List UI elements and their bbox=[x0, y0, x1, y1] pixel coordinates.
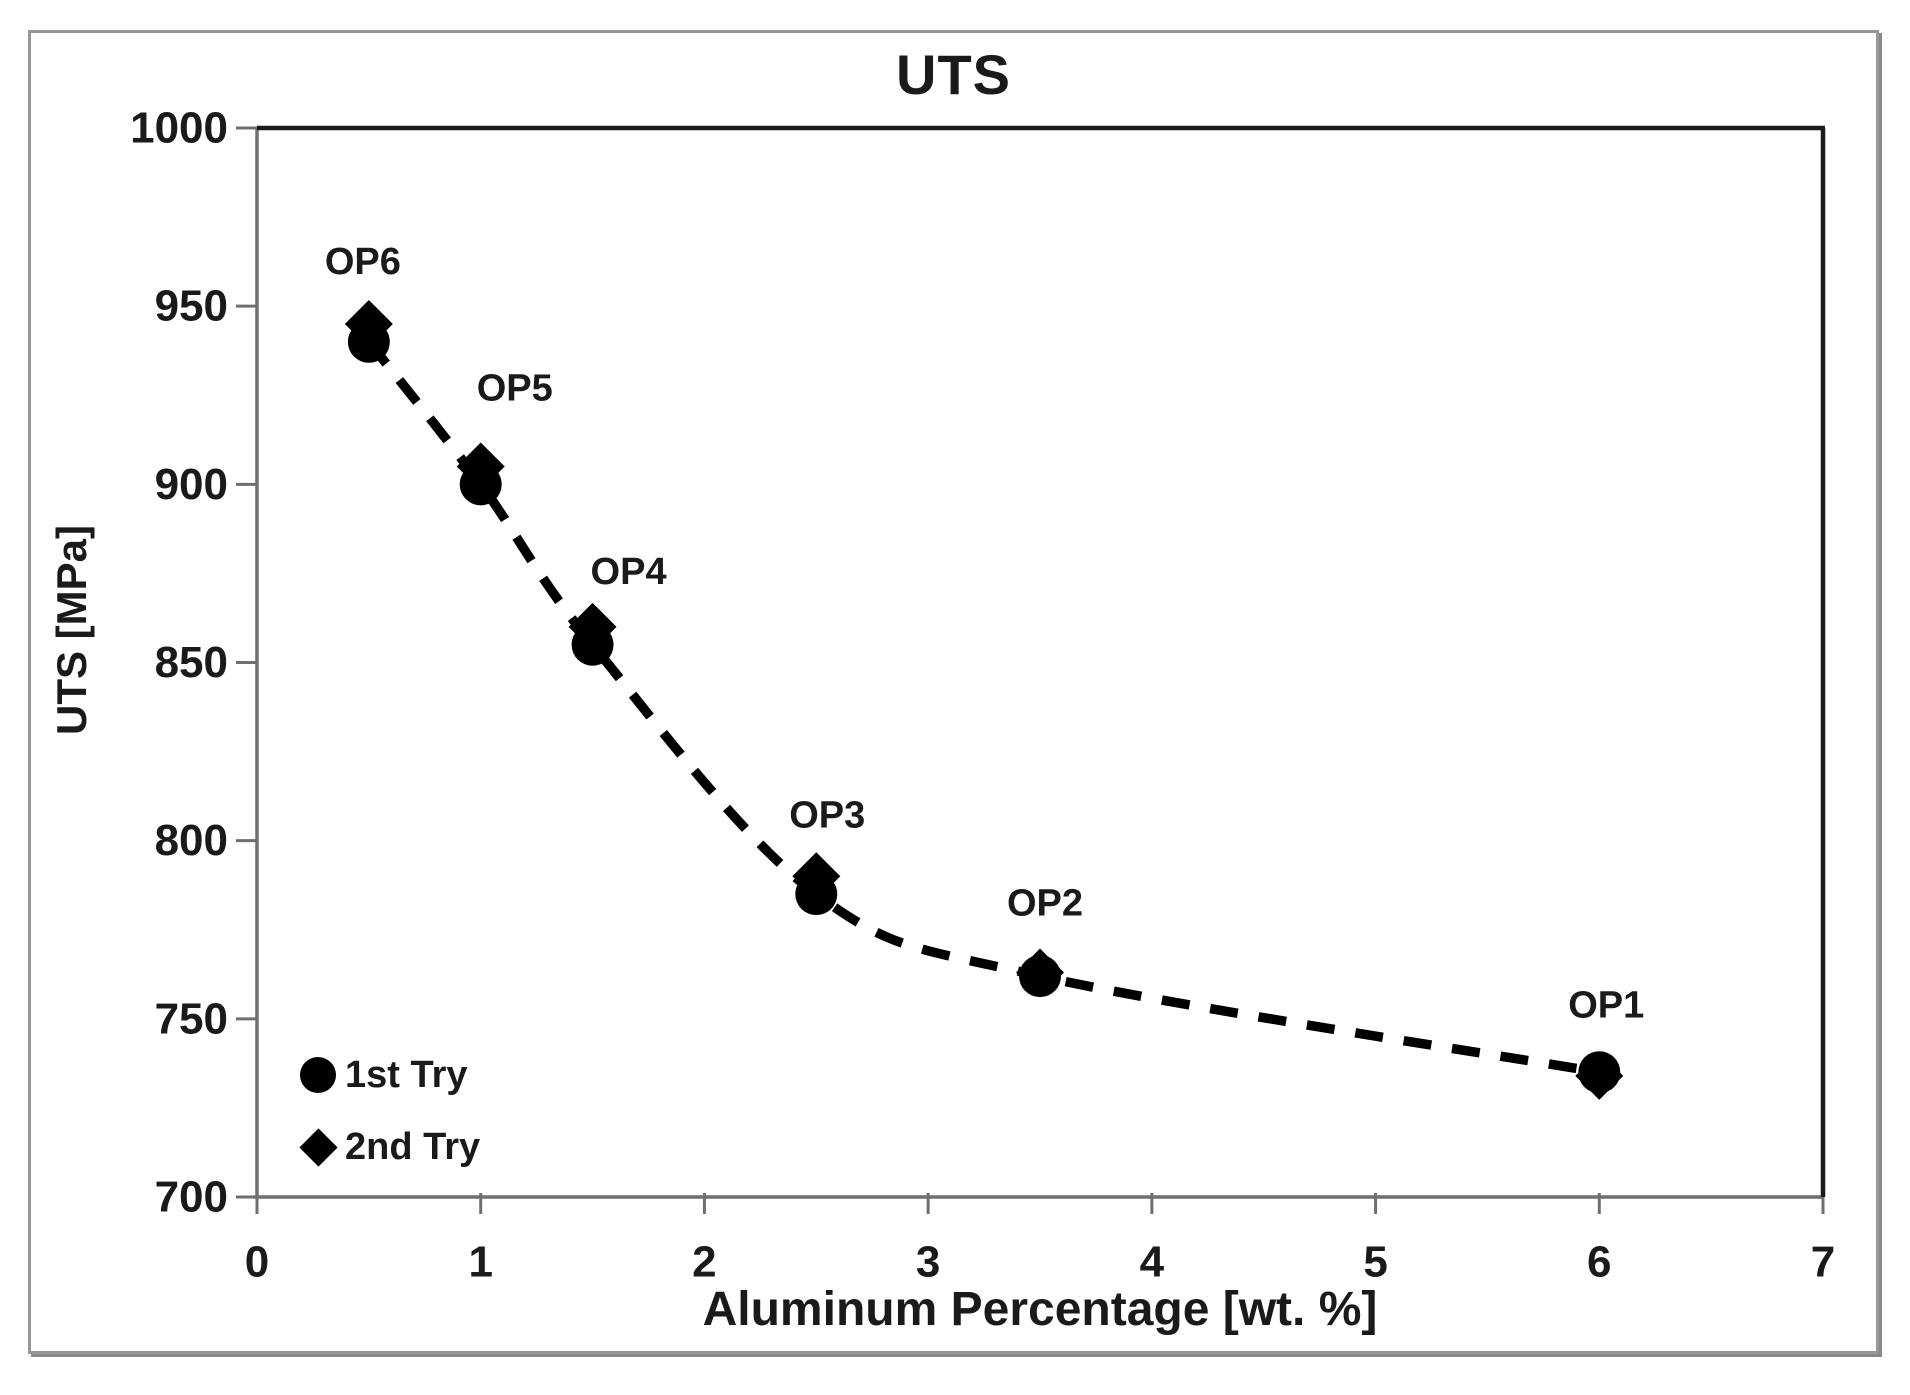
point-label-OP4: OP4 bbox=[591, 551, 667, 593]
data-point-diamond-2nd-Try[interactable] bbox=[568, 602, 617, 651]
y-tick-label: 950 bbox=[155, 282, 228, 331]
legend[interactable]: 1st Try 2nd Try bbox=[299, 1048, 481, 1192]
x-tick-label: 5 bbox=[1363, 1238, 1387, 1287]
legend-item-1st-try[interactable]: 1st Try bbox=[300, 1048, 480, 1102]
y-tick-label: 800 bbox=[155, 816, 228, 865]
x-tick-label: 0 bbox=[245, 1238, 269, 1287]
y-tick-label: 850 bbox=[155, 638, 228, 687]
x-tick-label: 7 bbox=[1811, 1238, 1835, 1287]
circle-marker-icon bbox=[300, 1057, 336, 1093]
point-label-OP3: OP3 bbox=[789, 794, 865, 836]
legend-item-2nd-try[interactable]: 2nd Try bbox=[299, 1120, 481, 1174]
x-axis-title: Aluminum Percentage [wt. %] bbox=[702, 1283, 1378, 1336]
y-tick-label: 900 bbox=[155, 460, 228, 509]
y-tick-label: 700 bbox=[155, 1173, 228, 1222]
diamond-marker-icon bbox=[299, 1127, 338, 1167]
figure-border-frame[interactable] bbox=[28, 30, 1879, 1354]
x-tick-label: 4 bbox=[1140, 1238, 1165, 1287]
point-label-OP2: OP2 bbox=[1007, 883, 1083, 925]
data-point-diamond-2nd-Try[interactable] bbox=[344, 299, 393, 348]
point-label-OP6: OP6 bbox=[325, 241, 401, 283]
x-tick-label: 2 bbox=[692, 1238, 716, 1287]
point-label-OP1: OP1 bbox=[1568, 984, 1644, 1026]
data-point-diamond-2nd-Try[interactable] bbox=[1016, 948, 1064, 997]
point-label-OP5: OP5 bbox=[477, 368, 553, 410]
legend-label-2nd-try: 2nd Try bbox=[345, 1125, 481, 1168]
data-point-diamond-2nd-Try[interactable] bbox=[456, 442, 505, 491]
data-point-diamond-2nd-Try[interactable] bbox=[792, 852, 841, 901]
series-dashed-line bbox=[365, 338, 1601, 1077]
y-tick-label: 1000 bbox=[130, 104, 228, 153]
legend-label-1st-try: 1st Try bbox=[345, 1053, 468, 1096]
x-tick-label: 6 bbox=[1587, 1238, 1611, 1287]
data-point-diamond-2nd-Try[interactable] bbox=[1575, 1051, 1624, 1100]
chart-title: UTS bbox=[896, 43, 1011, 106]
y-tick-label: 750 bbox=[155, 994, 228, 1043]
x-tick-label: 3 bbox=[916, 1238, 940, 1287]
x-tick-label: 1 bbox=[468, 1238, 492, 1287]
